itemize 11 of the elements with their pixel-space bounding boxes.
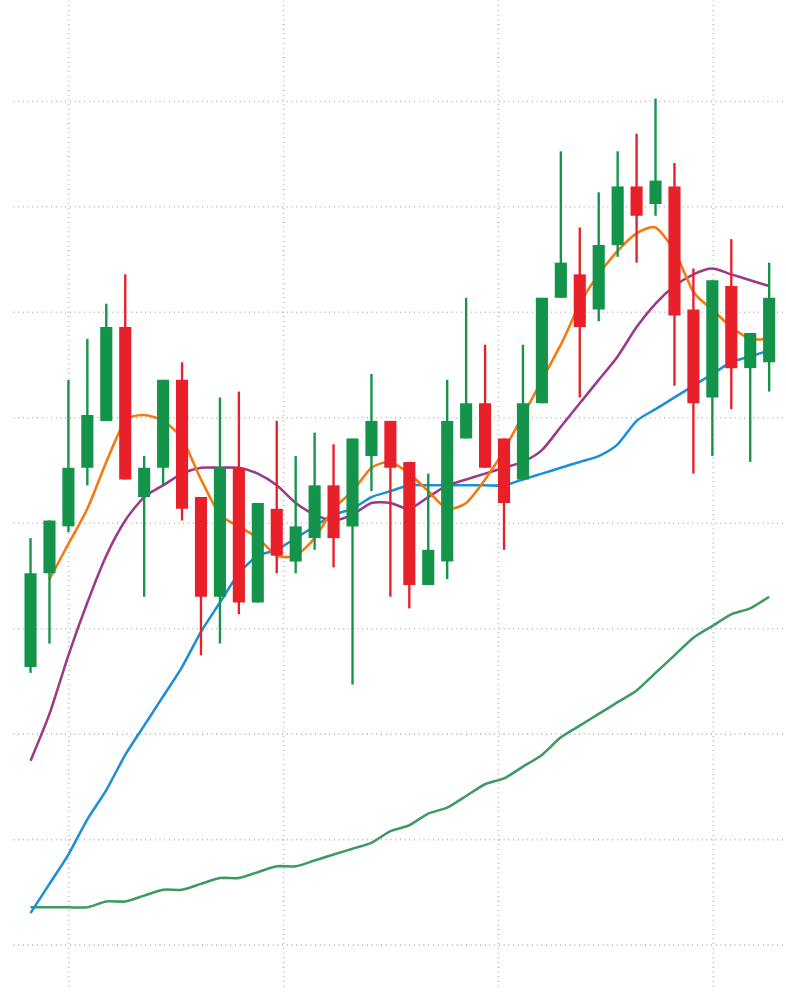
candlestick (384, 419, 397, 598)
candlestick (290, 454, 303, 575)
candlestick (365, 372, 378, 493)
candlestick (630, 132, 644, 264)
candlestick (460, 296, 473, 440)
candlestick (271, 419, 284, 575)
candlestick (649, 97, 663, 217)
candlestick (138, 454, 151, 598)
candlestick (422, 472, 435, 587)
candlestick (744, 331, 757, 464)
candlestick (555, 150, 568, 299)
